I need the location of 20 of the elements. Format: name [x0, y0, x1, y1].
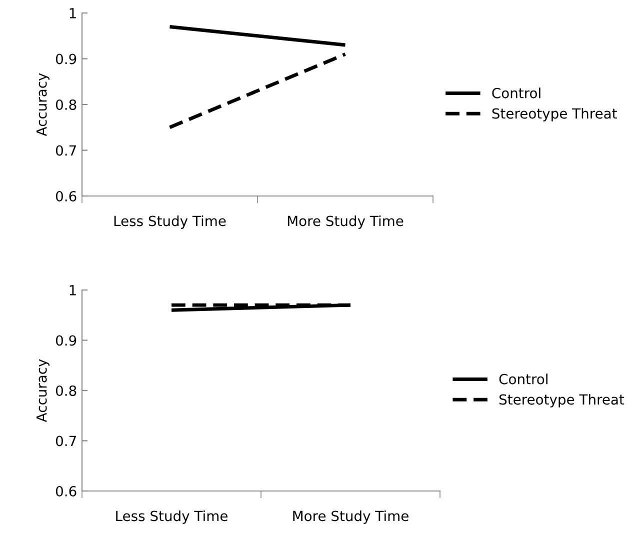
y-tick-label: 0.8: [56, 385, 76, 396]
y-tick-label: 1: [70, 285, 76, 296]
x-tick-label: Less Study Time: [114, 215, 226, 229]
x-tick-label: Less Study Time: [116, 510, 228, 524]
y-tick-label: 0.7: [56, 145, 76, 156]
legend-label: Stereotype Threat: [499, 394, 624, 408]
legend-label: Control: [492, 88, 540, 98]
legend-label: Control: [499, 374, 548, 384]
x-tick-label: More Study Time: [288, 215, 404, 229]
y-axis-title: Accuracy: [36, 73, 50, 136]
y-tick-label: 0.9: [56, 335, 76, 346]
x-tick-label: More Study Time: [293, 510, 408, 524]
y-tick-label: 0.6: [56, 190, 76, 202]
y-tick-label: 0.6: [56, 486, 76, 496]
legend-label: Stereotype Threat: [492, 108, 617, 122]
y-axis-title: Accuracy: [36, 359, 50, 422]
y-tick-label: 0.7: [56, 436, 76, 446]
y-tick-label: 0.9: [56, 54, 76, 64]
y-tick-label: 1: [70, 8, 76, 18]
y-tick-label: 0.8: [56, 99, 76, 110]
